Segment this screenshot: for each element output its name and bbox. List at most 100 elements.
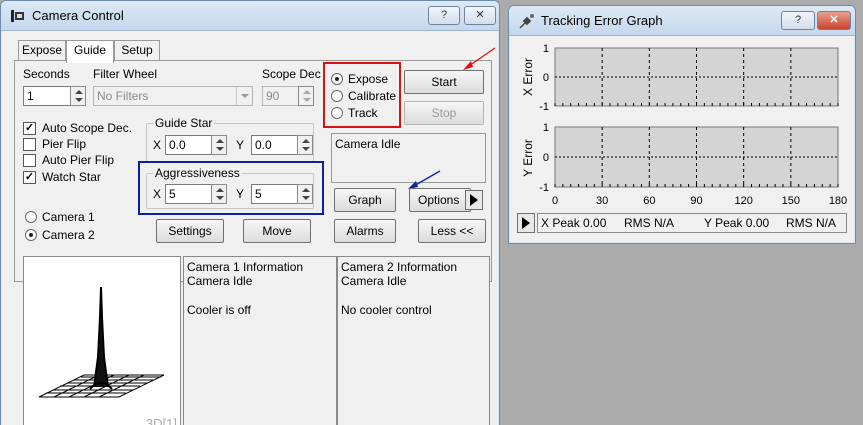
star-3d-view: 3D[1] bbox=[23, 256, 181, 425]
move-button[interactable]: Move bbox=[243, 219, 311, 243]
x-tick-label: 90 bbox=[690, 195, 702, 207]
x-plot-tick-neg1: -1 bbox=[539, 101, 549, 113]
aggressiveness-y-input[interactable]: 5 bbox=[251, 184, 299, 204]
radio-camera-2[interactable] bbox=[25, 229, 37, 241]
close-button[interactable]: ✕ bbox=[464, 6, 496, 25]
aggressiveness-label: Aggressiveness bbox=[153, 166, 242, 180]
x-error-axis-label: X Error bbox=[521, 58, 535, 96]
x-tick-label: 180 bbox=[829, 195, 847, 207]
y-plot-tick-0: 0 bbox=[543, 152, 549, 164]
x-peak-value: X Peak 0.00 bbox=[541, 216, 607, 230]
scope-dec-spinner[interactable] bbox=[298, 86, 314, 106]
filter-wheel-label: Filter Wheel bbox=[93, 67, 158, 81]
camera-1-info-panel bbox=[183, 256, 337, 425]
camera-control-client: Expose Guide Setup Seconds 1 Filter Whee… bbox=[6, 32, 496, 425]
camera-1-cooler-status: Cooler is off bbox=[187, 303, 251, 317]
guide-star-y-input[interactable]: 0.0 bbox=[251, 135, 299, 155]
radio-camera-1[interactable] bbox=[25, 211, 37, 223]
chevron-down-icon[interactable] bbox=[236, 87, 252, 105]
guide-star-x-spinner[interactable] bbox=[211, 135, 227, 155]
auto-scope-dec-label: Auto Scope Dec. bbox=[42, 121, 133, 135]
guide-star-y-spinner[interactable] bbox=[297, 135, 313, 155]
radio-track-label: Track bbox=[348, 106, 378, 120]
play-arrow-icon bbox=[522, 217, 530, 229]
pier-flip-label: Pier Flip bbox=[42, 137, 87, 151]
radio-expose-label: Expose bbox=[348, 72, 389, 86]
status-box bbox=[331, 133, 486, 183]
camera-2-info-status: Camera Idle bbox=[341, 274, 407, 288]
x-plot-tick-0: 0 bbox=[543, 72, 549, 84]
start-button[interactable]: Start bbox=[404, 70, 484, 94]
graph-titlebar[interactable]: Tracking Error Graph ? ✕ bbox=[509, 6, 855, 36]
tab-setup[interactable]: Setup bbox=[114, 40, 160, 60]
seconds-label: Seconds bbox=[23, 67, 70, 81]
tracking-error-graph-window: Tracking Error Graph ? ✕ X Error Y Error… bbox=[508, 5, 856, 244]
camera-control-title: Camera Control bbox=[32, 8, 124, 23]
checkbox-auto-pier-flip[interactable] bbox=[23, 154, 36, 167]
star-profile-graphic bbox=[38, 286, 165, 398]
graph-close-button[interactable]: ✕ bbox=[817, 11, 851, 30]
camera-control-titlebar[interactable]: Camera Control ? ✕ bbox=[1, 1, 499, 31]
scope-dec-input[interactable]: 90 bbox=[262, 86, 300, 106]
auto-pier-flip-label: Auto Pier Flip bbox=[42, 153, 115, 167]
less-button[interactable]: Less << bbox=[418, 219, 486, 243]
filter-wheel-select[interactable]: No Filters bbox=[93, 86, 253, 106]
y-rms-value: RMS N/A bbox=[786, 216, 837, 230]
graph-button[interactable]: Graph bbox=[334, 188, 396, 212]
red-arrow-annotation bbox=[463, 47, 496, 70]
camera-app-icon bbox=[10, 8, 26, 24]
checkbox-pier-flip[interactable] bbox=[23, 138, 36, 151]
radio-expose[interactable] bbox=[331, 73, 343, 85]
options-button[interactable]: Options bbox=[409, 188, 471, 212]
play-arrow-icon bbox=[470, 194, 478, 206]
guide-star-x-input[interactable]: 0.0 bbox=[165, 135, 213, 155]
settings-button[interactable]: Settings bbox=[156, 219, 224, 243]
graph-client: X Error Y Error 1 0 -1 1 0 -1 0 30 60 90 120… bbox=[514, 37, 852, 240]
options-arrow-button[interactable] bbox=[465, 190, 483, 210]
seconds-input[interactable]: 1 bbox=[23, 86, 73, 106]
tracking-error-graph: X Error Y Error 1 0 -1 1 0 -1 0 30 60 90 120… bbox=[521, 43, 847, 207]
x-tick-label: 60 bbox=[643, 195, 655, 207]
guide-star-y-label: Y bbox=[236, 138, 245, 152]
y-plot-tick-1: 1 bbox=[543, 122, 549, 134]
tab-guide[interactable]: Guide bbox=[66, 40, 114, 63]
stop-button[interactable]: Stop bbox=[404, 101, 484, 125]
x-tick-label: 120 bbox=[734, 195, 752, 207]
x-plot-tick-1: 1 bbox=[543, 43, 549, 55]
radio-calibrate-label: Calibrate bbox=[348, 89, 397, 103]
seconds-spinner[interactable] bbox=[70, 86, 86, 106]
camera-2-info-title: Camera 2 Information bbox=[341, 260, 458, 274]
checkbox-watch-star[interactable]: ✓ bbox=[23, 171, 36, 184]
camera-1-label: Camera 1 bbox=[42, 210, 95, 224]
scope-dec-label: Scope Dec bbox=[262, 67, 321, 81]
y-plot-tick-neg1: -1 bbox=[539, 182, 549, 194]
aggressiveness-highlight bbox=[138, 161, 324, 215]
aggressiveness-x-input[interactable]: 5 bbox=[165, 184, 213, 204]
y-peak-value: Y Peak 0.00 bbox=[704, 216, 770, 230]
graph-play-button[interactable] bbox=[517, 213, 535, 233]
camera-1-info-title: Camera 1 Information bbox=[187, 260, 304, 274]
radio-calibrate[interactable] bbox=[331, 90, 343, 102]
x-tick-label: 30 bbox=[596, 195, 608, 207]
aggressiveness-group: Aggressiveness bbox=[146, 166, 314, 209]
alarms-button[interactable]: Alarms bbox=[334, 219, 396, 243]
x-tick-labels: 0 30 60 90 120 150 180 bbox=[552, 195, 847, 207]
help-button[interactable]: ? bbox=[428, 6, 460, 25]
x-tick-label: 150 bbox=[782, 195, 800, 207]
guide-star-group: Guide Star bbox=[146, 116, 314, 163]
tab-expose[interactable]: Expose bbox=[18, 40, 66, 60]
aggressiveness-y-spinner[interactable] bbox=[297, 184, 313, 204]
view-3d-label: 3D[1] bbox=[145, 416, 177, 425]
graph-help-button[interactable]: ? bbox=[781, 11, 815, 30]
aggressiveness-x-label: X bbox=[153, 187, 162, 201]
radio-track[interactable] bbox=[331, 107, 343, 119]
camera-control-window: Camera Control ? ✕ Expose Guide Setup Se… bbox=[0, 0, 500, 425]
x-rms-value: RMS N/A bbox=[624, 216, 675, 230]
graph-title: Tracking Error Graph bbox=[541, 13, 663, 28]
blue-arrow-annotation bbox=[408, 170, 441, 189]
aggressiveness-x-spinner[interactable] bbox=[211, 184, 227, 204]
camera-2-label: Camera 2 bbox=[42, 228, 95, 242]
checkbox-auto-scope-dec[interactable]: ✓ bbox=[23, 122, 36, 135]
status-text: Camera Idle bbox=[335, 137, 401, 151]
guide-star-label: Guide Star bbox=[153, 116, 215, 130]
